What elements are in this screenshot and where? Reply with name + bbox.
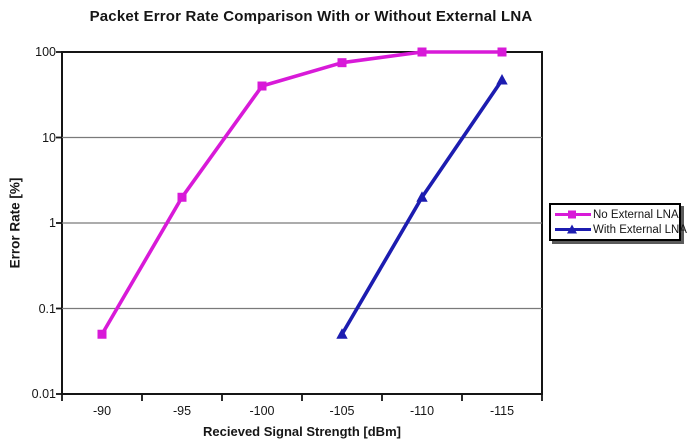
marker-square-no-external-lna (417, 47, 427, 57)
y-axis-title: Error Rate [%] (7, 177, 23, 269)
x-axis-title: Recieved Signal Strength [dBm] (203, 424, 401, 439)
marker-triangle-with-external-lna (336, 328, 348, 339)
y-tick-label: 0.1 (38, 301, 56, 316)
legend-marker-no-external-lna (555, 210, 591, 219)
x-tick-label: -90 (92, 404, 112, 418)
y-tick-label: 1 (49, 216, 56, 230)
x-tick-label: -105 (329, 404, 355, 418)
series-line-no-external-lna (100, 50, 504, 337)
legend-item-no-external-lna: No External LNA (554, 207, 679, 222)
x-tick-label: -115 (489, 404, 515, 418)
marker-square-no-external-lna (337, 58, 347, 68)
x-tick-label: -110 (409, 404, 435, 418)
legend-label-no-external-lna: No External LNA (593, 208, 679, 221)
legend: No External LNA With External LNA (549, 203, 687, 241)
marker-triangle-with-external-lna (416, 191, 428, 202)
marker-square-no-external-lna (177, 192, 187, 202)
legend-label-with-external-lna: With External LNA (593, 223, 687, 236)
marker-square-no-external-lna (97, 329, 107, 339)
legend-item-with-external-lna: With External LNA (554, 222, 687, 237)
marker-square-no-external-lna (257, 81, 267, 91)
x-tick-label: -95 (172, 404, 192, 418)
marker-triangle-with-external-lna (496, 74, 508, 85)
legend-marker-with-external-lna (555, 224, 591, 234)
marker-square-no-external-lna (497, 47, 507, 57)
y-tick-label: 10 (42, 130, 56, 145)
x-tick-label: -100 (249, 404, 275, 418)
chart-title: Packet Error Rate Comparison With or Wit… (89, 8, 533, 25)
y-tick-label: 100 (35, 45, 56, 59)
y-tick-label: 0.01 (31, 387, 56, 401)
